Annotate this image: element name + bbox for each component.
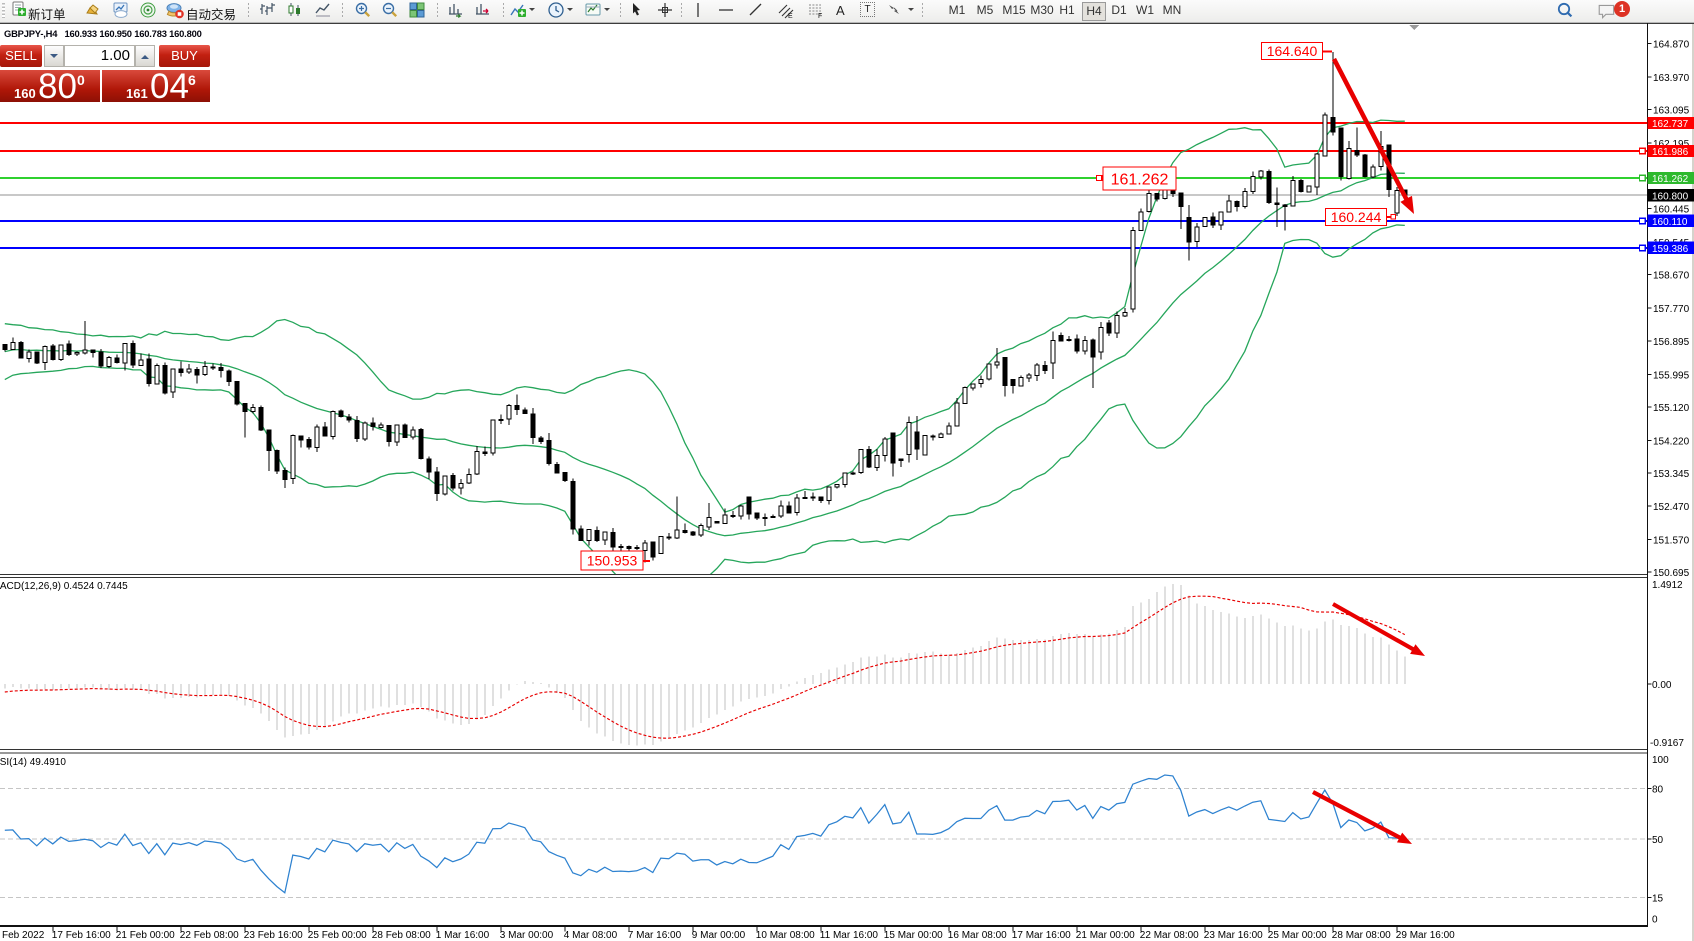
- svg-text:159.386: 159.386: [1652, 244, 1689, 255]
- svg-text:23 Mar 16:00: 23 Mar 16:00: [1204, 930, 1263, 941]
- svg-text:25 Feb 00:00: 25 Feb 00:00: [308, 930, 367, 941]
- svg-text:10 Mar 08:00: 10 Mar 08:00: [756, 930, 815, 941]
- svg-text:7 Mar 16:00: 7 Mar 16:00: [628, 930, 682, 941]
- svg-text:164.640: 164.640: [1267, 43, 1318, 59]
- svg-text:17 Mar 16:00: 17 Mar 16:00: [1012, 930, 1071, 941]
- svg-text:17 Feb 16:00: 17 Feb 16:00: [52, 930, 111, 941]
- svg-text:100: 100: [1652, 755, 1669, 766]
- svg-text:23 Feb 16:00: 23 Feb 16:00: [244, 930, 303, 941]
- svg-text:160.244: 160.244: [1331, 209, 1382, 225]
- svg-text:MACD(12,26,9) 0.4524 0.7445: MACD(12,26,9) 0.4524 0.7445: [0, 581, 128, 592]
- svg-text:154.220: 154.220: [1653, 437, 1690, 448]
- svg-text:160.800: 160.800: [1652, 191, 1689, 202]
- svg-text:1 Mar 16:00: 1 Mar 16:00: [436, 930, 490, 941]
- svg-text:155.995: 155.995: [1653, 370, 1690, 381]
- svg-text:9 Mar 00:00: 9 Mar 00:00: [692, 930, 746, 941]
- svg-text:28 Feb 08:00: 28 Feb 08:00: [372, 930, 431, 941]
- svg-text:153.345: 153.345: [1653, 469, 1690, 480]
- svg-text:15: 15: [1652, 893, 1664, 904]
- svg-text:164.870: 164.870: [1653, 39, 1690, 50]
- svg-text:22 Feb 08:00: 22 Feb 08:00: [180, 930, 239, 941]
- svg-text:16 Mar 08:00: 16 Mar 08:00: [948, 930, 1007, 941]
- svg-text:163.095: 163.095: [1653, 106, 1690, 117]
- svg-text:3 Mar 00:00: 3 Mar 00:00: [500, 930, 554, 941]
- svg-text:25 Mar 00:00: 25 Mar 00:00: [1268, 930, 1327, 941]
- svg-text:1.4912: 1.4912: [1652, 580, 1683, 591]
- svg-text:E: E: [788, 13, 793, 19]
- svg-text:4 Mar 08:00: 4 Mar 08:00: [564, 930, 618, 941]
- svg-text:RSI(14) 49.4910: RSI(14) 49.4910: [0, 757, 66, 768]
- svg-text:163.970: 163.970: [1653, 73, 1690, 84]
- svg-text:155.120: 155.120: [1653, 403, 1690, 414]
- svg-text:21 Mar 00:00: 21 Mar 00:00: [1076, 930, 1135, 941]
- svg-text:160.110: 160.110: [1652, 217, 1688, 228]
- svg-text:162.195: 162.195: [1653, 139, 1690, 150]
- svg-text:158.670: 158.670: [1653, 271, 1690, 282]
- svg-text:0.00: 0.00: [1652, 680, 1672, 691]
- svg-text:-0.9167: -0.9167: [1650, 738, 1684, 749]
- svg-text:50: 50: [1652, 835, 1664, 846]
- svg-text:80: 80: [1652, 785, 1664, 796]
- svg-text:156.895: 156.895: [1653, 337, 1690, 348]
- svg-text:161.986: 161.986: [1652, 147, 1689, 158]
- svg-text:150.695: 150.695: [1653, 568, 1690, 579]
- svg-text:161.262: 161.262: [1652, 174, 1689, 185]
- svg-text:11 Mar 16:00: 11 Mar 16:00: [820, 930, 879, 941]
- svg-text:151.570: 151.570: [1653, 535, 1690, 546]
- svg-text:29 Mar 16:00: 29 Mar 16:00: [1396, 930, 1455, 941]
- svg-text:21 Feb 00:00: 21 Feb 00:00: [116, 930, 175, 941]
- svg-text:162.737: 162.737: [1652, 119, 1689, 130]
- svg-text:152.470: 152.470: [1653, 502, 1690, 513]
- svg-text:15 Mar 00:00: 15 Mar 00:00: [884, 930, 943, 941]
- svg-text:160.445: 160.445: [1653, 204, 1690, 215]
- svg-text:157.770: 157.770: [1653, 304, 1690, 315]
- svg-text:0: 0: [1652, 915, 1658, 926]
- svg-text:22 Mar 08:00: 22 Mar 08:00: [1140, 930, 1199, 941]
- svg-text:Feb 2022: Feb 2022: [2, 930, 45, 941]
- svg-text:28 Mar 08:00: 28 Mar 08:00: [1332, 930, 1391, 941]
- svg-text:150.953: 150.953: [587, 553, 638, 569]
- svg-text:F: F: [818, 13, 822, 19]
- svg-text:161.262: 161.262: [1111, 171, 1169, 188]
